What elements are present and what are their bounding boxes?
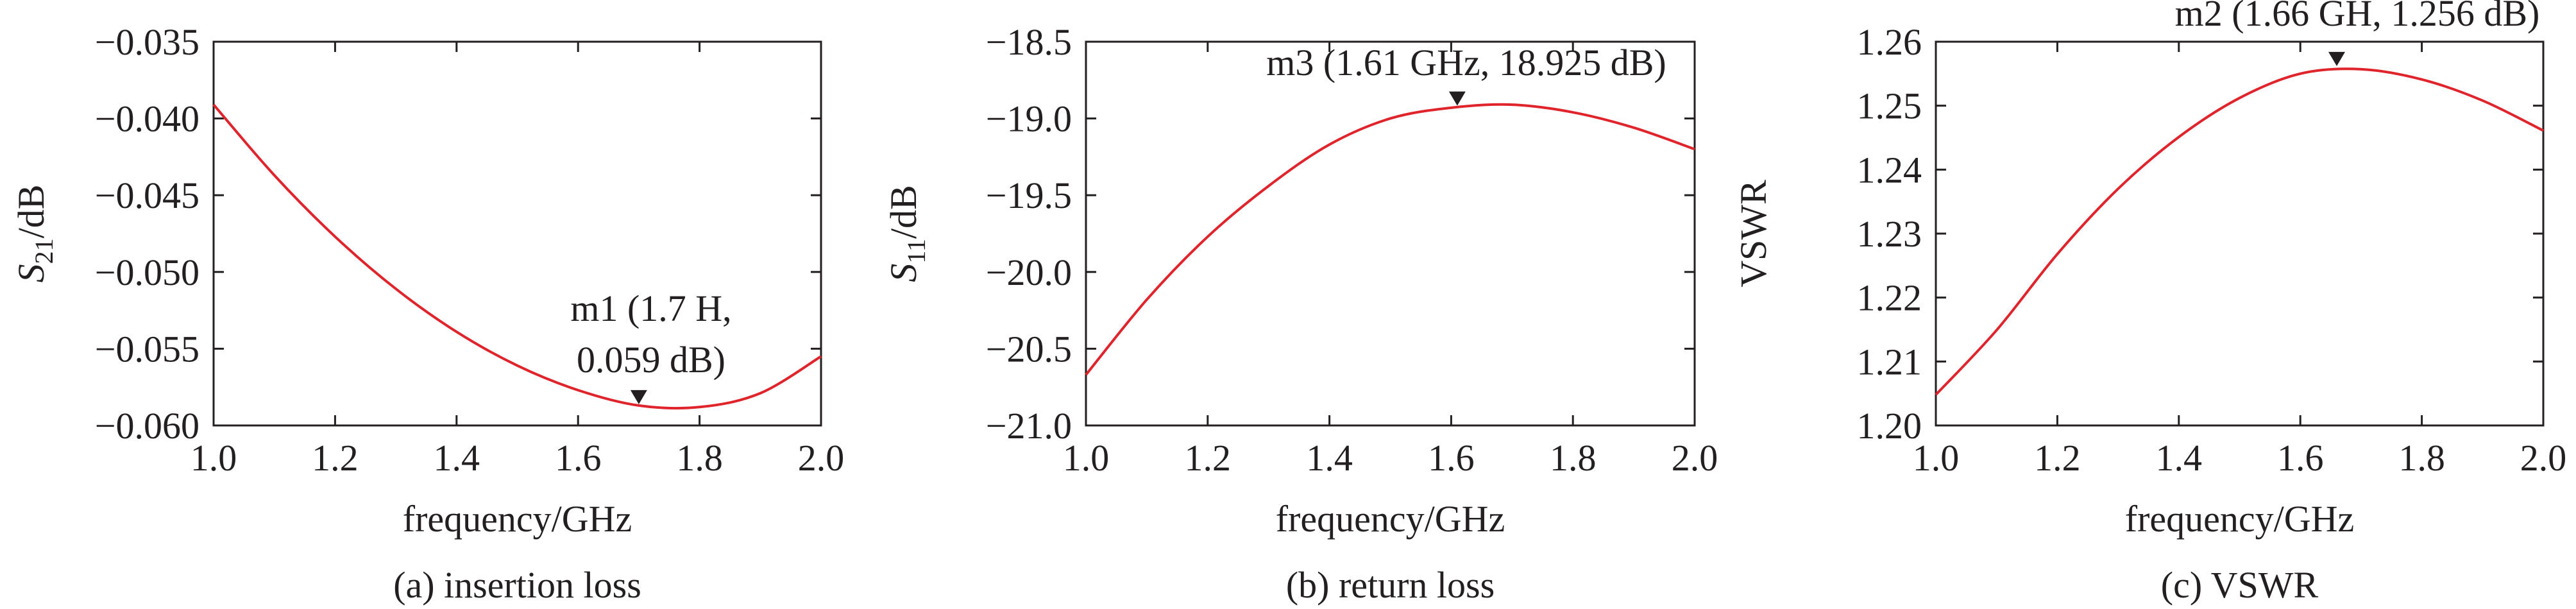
- x-tick-label: 1.4: [1306, 437, 1353, 479]
- y-tick-label: −0.040: [95, 98, 199, 140]
- y-tick-label: −21.0: [986, 405, 1072, 447]
- x-tick-label: 1.4: [2156, 437, 2203, 479]
- y-axis-title: S11/dB: [883, 185, 931, 282]
- marker-label: m1 (1.7 H,: [570, 287, 731, 329]
- marker-label: 0.059 dB): [577, 339, 725, 381]
- x-tick-label: 1.2: [1185, 437, 1232, 479]
- x-tick-label: 1.8: [676, 437, 723, 479]
- marker-label: m3 (1.61 GHz, 18.925 dB): [1266, 42, 1666, 83]
- x-tick-label: 1.6: [555, 437, 602, 479]
- charts-group: 1.0 1.2 1.4 1.6 1.8 2.0 −0.060 −0.055 −0.050 −0.0…: [10, 0, 2566, 606]
- series-line: [212, 103, 822, 410]
- y-tick-label: 1.25: [1857, 85, 1922, 127]
- chart-caption: (c) VSWR: [2161, 564, 2319, 606]
- y-tick-label: 1.22: [1857, 277, 1922, 319]
- x-tick-label: 1.6: [2277, 437, 2324, 479]
- x-tick-label: 1.8: [2398, 437, 2445, 479]
- marker-label: m2 (1.66 GH, 1.256 dB): [2175, 0, 2540, 34]
- chart-caption: (b) return loss: [1286, 564, 1495, 606]
- x-axis-title: frequency/GHz: [1276, 498, 1505, 540]
- plot-frame: [1085, 40, 1696, 427]
- x-tick-label: 1.2: [312, 437, 359, 479]
- y-tick-label: −19.5: [986, 175, 1072, 216]
- x-tick-label: 2.0: [798, 437, 845, 479]
- x-axis-title: frequency/GHz: [403, 498, 632, 540]
- x-tick-label: 2.0: [2520, 437, 2567, 479]
- chart-panel-1: 1.0 1.2 1.4 1.6 1.8 2.0 −0.060 −0.055 −0.050 −0.0…: [10, 21, 844, 606]
- y-tick-label: 1.20: [1857, 405, 1922, 447]
- y-tick-label: 1.23: [1857, 213, 1922, 255]
- x-tick-label: 1.0: [1063, 437, 1110, 479]
- y-tick-label: 1.21: [1857, 341, 1922, 382]
- y-tick-label: −0.035: [95, 21, 199, 63]
- y-axis-title: VSWR: [1733, 180, 1774, 287]
- x-axis-title: frequency/GHz: [2125, 498, 2355, 540]
- y-tick-label: −20.5: [986, 328, 1072, 370]
- chart-panel-2: 1.0 1.2 1.4 1.6 1.8 2.0 −21.0 −20.5 −20.0 −19.5 −1…: [883, 21, 1718, 606]
- y-tick-label: −0.045: [95, 175, 199, 216]
- y-tick-label: −0.060: [95, 405, 199, 447]
- chart-panel-3: 1.0 1.2 1.4 1.6 1.8 2.0 1.20 1.21 1.22 1.23 1.24 1.…: [1733, 0, 2566, 606]
- x-tick-label: 1.0: [1913, 437, 1960, 479]
- y-tick-label: −19.0: [986, 98, 1072, 140]
- y-tick-label: 1.24: [1857, 149, 1922, 191]
- marker-triangle: [2328, 51, 2346, 66]
- x-tick-label: 1.6: [1428, 437, 1475, 479]
- x-tick-label: 1.8: [1550, 437, 1597, 479]
- y-tick-label: −0.050: [95, 252, 199, 293]
- marker-triangle: [1448, 91, 1466, 106]
- marker-triangle: [630, 390, 647, 404]
- series-line: [1935, 67, 2544, 396]
- y-tick-label: −0.055: [95, 328, 199, 370]
- y-tick-label: −18.5: [986, 21, 1072, 63]
- y-tick-label: −20.0: [986, 252, 1072, 293]
- y-axis-title: S21/dB: [10, 185, 58, 283]
- plot-frame: [212, 40, 822, 427]
- x-tick-label: 2.0: [1672, 437, 1718, 479]
- series-line: [1085, 103, 1695, 376]
- y-tick-label: 1.26: [1857, 21, 1922, 63]
- x-tick-label: 1.2: [2034, 437, 2081, 479]
- chart-caption: (a) insertion loss: [393, 564, 641, 606]
- x-tick-label: 1.0: [191, 437, 237, 479]
- x-tick-label: 1.4: [434, 437, 480, 479]
